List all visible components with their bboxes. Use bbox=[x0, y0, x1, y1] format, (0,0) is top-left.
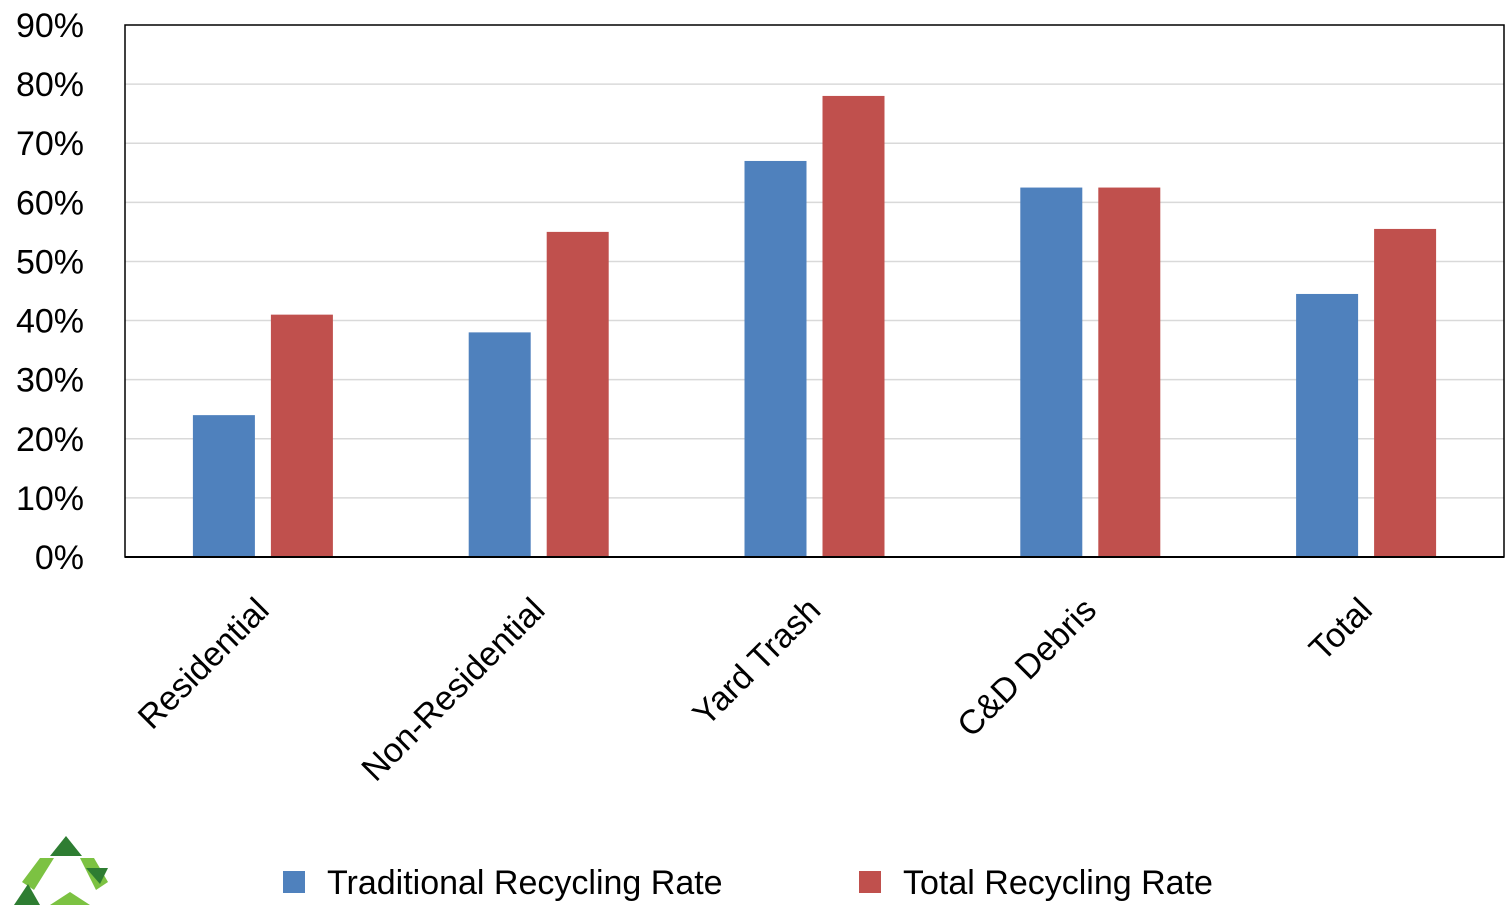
bar-total-2 bbox=[822, 95, 885, 557]
y-tick-label: 80% bbox=[16, 66, 84, 104]
y-tick-label: 60% bbox=[16, 184, 84, 222]
y-tick-label: 40% bbox=[16, 303, 84, 341]
bar-total-3 bbox=[1098, 187, 1161, 558]
y-axis-tick-labels: 0% 10% 20% 30% 40% 50% 60% 70% 80% 90% bbox=[16, 7, 84, 577]
bar-total-0 bbox=[270, 314, 333, 557]
bar-traditional-4 bbox=[1296, 293, 1359, 557]
legend: Traditional Recycling Rate Total Recyclin… bbox=[283, 864, 1213, 902]
y-tick-label: 90% bbox=[16, 7, 84, 45]
bar-traditional-1 bbox=[468, 332, 531, 557]
bar-traditional-0 bbox=[192, 415, 255, 557]
y-tick-label: 20% bbox=[16, 421, 84, 459]
y-tick-label: 50% bbox=[16, 243, 84, 281]
gridlines bbox=[125, 83, 1504, 499]
legend-swatch-traditional bbox=[283, 871, 305, 893]
y-tick-label: 0% bbox=[35, 539, 84, 577]
y-tick-label: 70% bbox=[16, 125, 84, 163]
legend-swatch-total bbox=[859, 871, 881, 893]
y-tick-label: 30% bbox=[16, 362, 84, 400]
y-tick-label: 10% bbox=[16, 480, 84, 518]
legend-label-traditional: Traditional Recycling Rate bbox=[327, 864, 723, 902]
bar-total-1 bbox=[546, 231, 609, 557]
bar-traditional-3 bbox=[1020, 187, 1083, 558]
legend-label-total: Total Recycling Rate bbox=[903, 864, 1213, 902]
recycle-logo-icon bbox=[14, 836, 108, 905]
bar-total-4 bbox=[1374, 228, 1437, 557]
bars bbox=[192, 95, 1437, 558]
bar-traditional-2 bbox=[744, 160, 807, 557]
